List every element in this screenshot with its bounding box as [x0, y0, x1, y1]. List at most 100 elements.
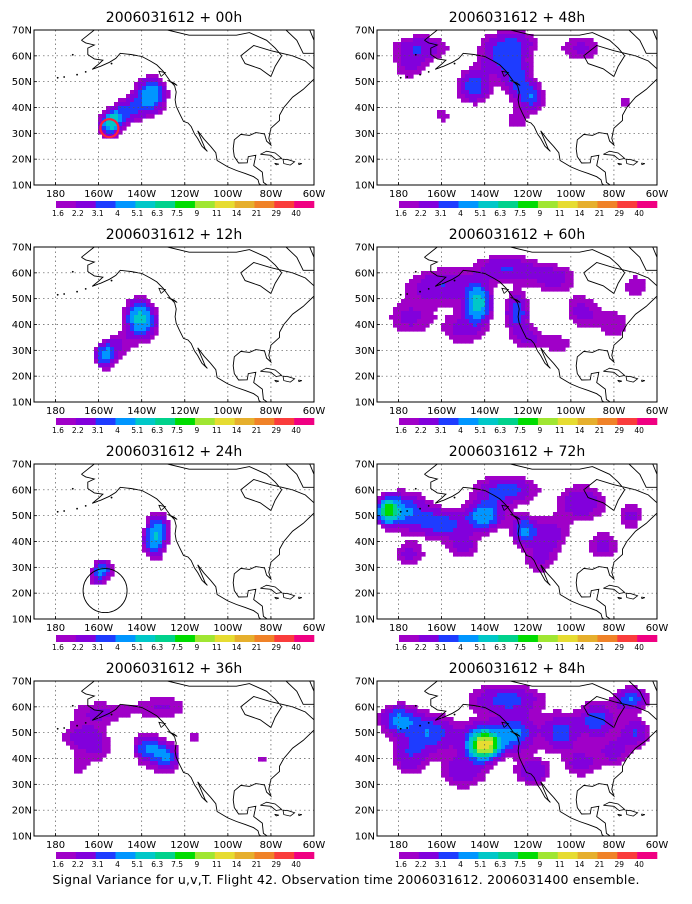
map-panel: 2006031612 + 60h 70N 60N 50N 40N 30N 20N 10N 180… [355, 227, 669, 435]
lat-tick-label: 60N [12, 702, 32, 713]
lat-tick-label: 20N [12, 155, 32, 166]
variance-field [34, 464, 314, 619]
colorbar-swatch [418, 852, 439, 859]
colorbar-swatch [56, 635, 77, 642]
lat-tick-label: 30N [12, 780, 32, 791]
island-dot [427, 287, 430, 290]
lon-tick-label: 80W [603, 406, 626, 417]
island-dot [414, 53, 417, 56]
lat-tick-label: 70N [355, 243, 375, 254]
lat-tick-label: 40N [12, 754, 32, 765]
colorbar-label: 21 [595, 426, 605, 435]
island-dot [427, 721, 430, 724]
coastline [628, 681, 657, 705]
island-outline [641, 596, 646, 600]
island-dot [56, 293, 59, 296]
island-dot [406, 727, 409, 729]
lon-tick-label: 160W [427, 623, 456, 634]
island-dot [453, 496, 456, 499]
colorbar-label: 21 [252, 860, 262, 869]
colorbar-swatch [399, 635, 420, 642]
lon-tick-label: 60W [303, 623, 326, 634]
colorbar-swatch [557, 852, 578, 859]
island-outline [617, 596, 623, 600]
colorbar-label: 9 [538, 860, 543, 869]
colorbar-label: 5.1 [474, 643, 486, 652]
lat-tick-label: 10N [355, 832, 375, 843]
lon-tick-label: 160W [84, 189, 113, 200]
island-outline [510, 297, 521, 303]
colorbar-swatch [75, 201, 96, 208]
colorbar-swatch [478, 201, 499, 208]
colorbar-swatch [399, 418, 420, 425]
island-outline [167, 514, 178, 520]
colorbar-swatch [234, 418, 255, 425]
lon-tick-label: 80W [603, 840, 626, 851]
coastline [285, 30, 314, 54]
island-outline [282, 592, 296, 600]
coastline [628, 30, 657, 54]
colorbar-label: 11 [555, 426, 565, 435]
colorbar-swatch [155, 852, 176, 859]
panel-title: 2006031612 + 48h [449, 10, 585, 26]
colorbar-label: 1.6 [52, 860, 64, 869]
lat-tick-label: 30N [12, 129, 32, 140]
lon-tick-label: 140W [470, 406, 499, 417]
colorbar-label: 40 [634, 426, 644, 435]
colorbar-swatch [537, 635, 559, 642]
lon-tick-label: 80W [260, 840, 283, 851]
lat-tick-label: 30N [12, 563, 32, 574]
colorbar-swatch [115, 418, 136, 425]
island-outline [617, 379, 623, 383]
lon-tick-label: 120W [170, 189, 199, 200]
colorbar-swatch [498, 852, 519, 859]
lon-tick-label: 180 [389, 189, 408, 200]
colorbar-swatch [95, 418, 116, 425]
island-outline [625, 592, 639, 600]
lon-tick-label: 120W [513, 840, 542, 851]
lon-tick-label: 120W [513, 623, 542, 634]
target-region-marker [82, 568, 128, 614]
lon-tick-label: 160W [427, 189, 456, 200]
colorbar: 1.6 2.2 3.1 4 5.1 6.3 7.5 9 11 14 21 29 40 [395, 852, 658, 869]
island-outline [274, 596, 280, 600]
coastline [285, 681, 314, 705]
lon-tick-label: 100W [556, 406, 585, 417]
colorbar-swatch [557, 635, 578, 642]
colorbar-label: 21 [595, 209, 605, 218]
panel-title: 2006031612 + 60h [449, 227, 585, 243]
colorbar-label: 2.2 [415, 209, 427, 218]
colorbar-swatch [577, 201, 598, 208]
island-dot [406, 510, 409, 512]
colorbar-label: 6.3 [151, 860, 163, 869]
colorbar-label: 14 [575, 860, 585, 869]
map-panel: 2006031612 + 72h 70N 60N 50N 40N 30N 20N 10N 180… [355, 444, 669, 652]
colorbar-label: 4 [115, 426, 120, 435]
colorbar-swatch [518, 201, 539, 208]
colorbar-label: 29 [272, 426, 282, 435]
panel-title: 2006031612 + 84h [449, 661, 585, 677]
colorbar-label: 1.6 [52, 643, 64, 652]
colorbar-label: 9 [195, 643, 200, 652]
lat-tick-label: 50N [355, 511, 375, 522]
island-dot [63, 76, 66, 78]
colorbar-label: 6.3 [151, 209, 163, 218]
colorbar-swatch [458, 852, 479, 859]
colorbar-label: 9 [195, 209, 200, 218]
colorbar-label: 2.2 [72, 209, 84, 218]
coastline [424, 247, 657, 402]
variance-field [377, 464, 657, 619]
colorbar-swatch [518, 635, 539, 642]
island-outline [603, 150, 626, 161]
colorbar-swatch [438, 635, 459, 642]
colorbar-label: 11 [212, 643, 222, 652]
colorbar-label: 29 [272, 209, 282, 218]
colorbar-swatch [418, 201, 439, 208]
colorbar-label: 5.1 [131, 426, 143, 435]
island-dot [56, 727, 59, 730]
lat-tick-label: 40N [12, 103, 32, 114]
island-dot [76, 73, 78, 76]
colorbar-swatch [95, 201, 116, 208]
lat-tick-label: 70N [12, 243, 32, 254]
colorbar-swatch [175, 635, 196, 642]
